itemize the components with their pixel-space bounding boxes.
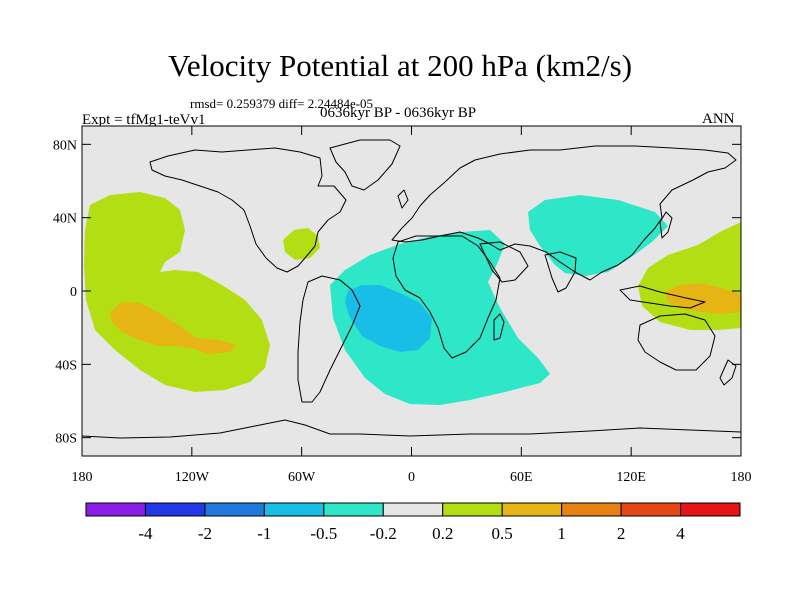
y-tick-label: 0	[70, 285, 77, 300]
colorbar-swatch	[501, 502, 563, 517]
coastline-arabia	[479, 241, 529, 283]
coastline-eurasia	[391, 145, 737, 281]
coastline-south-america	[297, 275, 361, 403]
colorbar-label: 0.5	[492, 524, 513, 543]
coastline-india	[544, 251, 577, 293]
contour-positive-americas	[283, 228, 320, 260]
colorbar-label: -0.2	[370, 524, 397, 543]
x-tick-label: 180	[72, 470, 93, 485]
coastline-africa	[392, 235, 501, 359]
coastline-japan	[659, 211, 673, 239]
stats-label: rmsd= 0.259379 diff= 2.24484e-05	[190, 96, 374, 111]
coastline-australia	[637, 313, 716, 371]
x-tick-label: 120E	[616, 470, 646, 485]
experiment-label: Expt = tfMg1-teVv1	[82, 112, 206, 128]
colorbar-label: 1	[557, 524, 566, 543]
colorbar-swatch	[323, 502, 384, 517]
period-label: 0636kyr BP - 0636kyr BP	[320, 105, 477, 121]
colorbar-swatch	[144, 502, 206, 517]
y-tick-label: 80N	[53, 138, 77, 153]
coastline-north-america	[149, 147, 347, 273]
x-tick-label: 120W	[175, 470, 210, 485]
y-tick-label: 40S	[55, 358, 77, 373]
x-tick-label: 180	[731, 470, 752, 485]
coastline-new-zealand	[719, 359, 737, 386]
colorbar-swatch	[442, 502, 503, 517]
contour-negative-asia	[528, 195, 668, 276]
x-tick-label: 60E	[510, 470, 533, 485]
colorbar-label: -1	[257, 524, 271, 543]
colorbar-label: 4	[676, 524, 685, 543]
colorbar-swatch	[85, 502, 146, 517]
coastlines	[81, 139, 742, 439]
axis-ticks: 80N 40N 0 40S 80S 180 120W 60W 0 60E 120E 180	[53, 126, 752, 485]
colorbar-swatch	[204, 502, 265, 517]
contour-strong-positive-maritime	[665, 283, 741, 314]
colorbar: -4 -2 -1 -0.5 -0.2 0.2 0.5 1 2 4	[85, 502, 741, 543]
season-label: ANN	[702, 111, 735, 127]
colorbar-label: -4	[138, 524, 153, 543]
coastline-greenland	[329, 139, 401, 191]
contour-strong-positive-pacific-east	[110, 302, 236, 354]
colorbar-swatch	[263, 502, 325, 517]
coastline-antarctica	[81, 419, 742, 439]
coastline-madagascar	[493, 313, 505, 341]
colorbar-label: -0.5	[310, 524, 337, 543]
x-tick-label: 0	[408, 470, 415, 485]
colorbar-swatch	[680, 502, 741, 517]
contour-negative-atlantic-africa	[330, 230, 550, 405]
colorbar-label: 0.2	[432, 524, 453, 543]
x-tick-label: 60W	[288, 470, 316, 485]
map-area	[81, 125, 742, 457]
coastline-indonesia	[619, 285, 706, 309]
colorbar-label: -2	[198, 524, 212, 543]
map-title: Velocity Potential at 200 hPa (km2/s)	[167, 48, 633, 83]
colorbar-swatch	[382, 502, 444, 517]
colorbar-swatch	[620, 502, 682, 517]
colorbar-swatch	[561, 502, 622, 517]
y-tick-label: 40N	[53, 212, 77, 227]
contour-strong-negative-atlantic	[345, 285, 432, 352]
y-tick-label: 80S	[55, 432, 77, 447]
colorbar-label: 2	[617, 524, 626, 543]
coastline-british-isles	[397, 189, 409, 209]
